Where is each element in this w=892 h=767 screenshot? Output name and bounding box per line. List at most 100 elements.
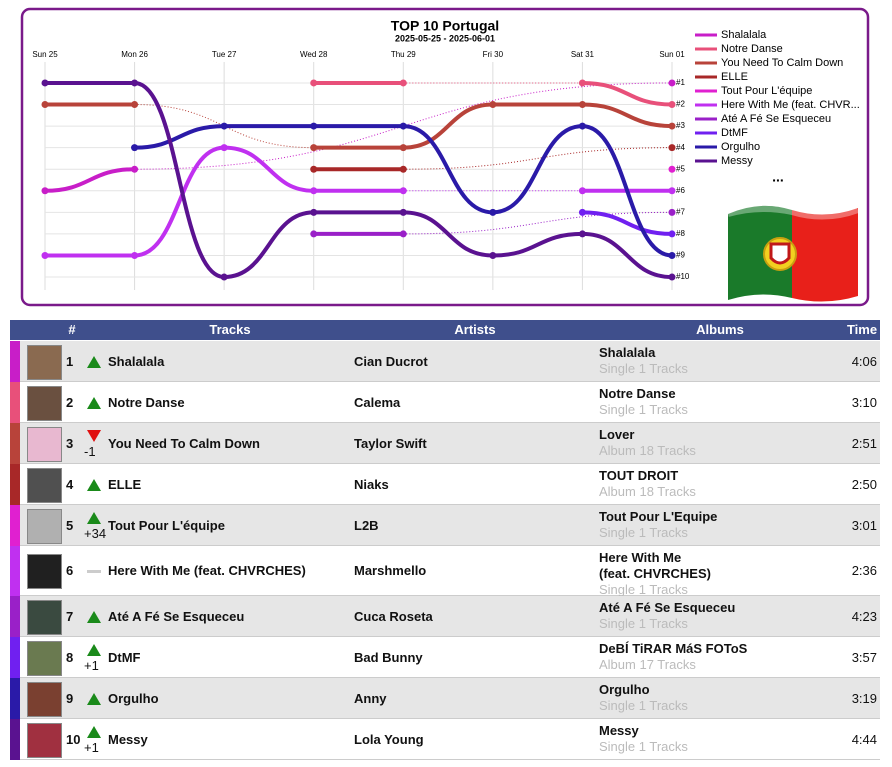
trend-up (87, 610, 101, 623)
rank: 3 (66, 435, 74, 451)
legend-label: Notre Danse (721, 43, 783, 55)
rank: 7 (66, 608, 74, 624)
rank-dot (41, 101, 49, 109)
time: 2:36 (851, 563, 877, 578)
y-tick-label: #4 (676, 143, 685, 152)
album-info: Single 1 Tracks (599, 402, 688, 417)
legend-label: ELLE (721, 71, 748, 83)
rank-dot (220, 144, 228, 152)
series-line (132, 124, 674, 258)
album-info: Single 1 Tracks (599, 525, 688, 540)
header-cell: # (68, 322, 76, 337)
row (10, 546, 880, 596)
trend-up (87, 643, 101, 656)
rank-dot (668, 144, 676, 152)
rank-dot (578, 101, 586, 109)
y-tick-label: #1 (676, 78, 685, 87)
artist: Marshmello (354, 563, 427, 578)
album: Shalalala (599, 345, 656, 360)
time: 4:23 (851, 608, 877, 624)
rank-dot (578, 187, 586, 195)
legend-label: Até A Fé Se Esqueceu (721, 113, 831, 125)
rank-dot (310, 122, 318, 130)
row (10, 423, 880, 464)
rank-dot (668, 122, 676, 130)
rank-dot (399, 208, 407, 216)
header-cell: Artists (454, 322, 496, 337)
rank-dot (131, 101, 139, 109)
rank: 2 (66, 394, 74, 410)
rank-dot (668, 208, 676, 216)
rank-dot (41, 251, 49, 259)
album: Here With Me (599, 550, 682, 565)
time: 2:50 (851, 476, 877, 492)
trend-up (87, 692, 101, 705)
artist: Cuca Roseta (354, 608, 433, 624)
legend-label: Tout Pour L'équipe (721, 85, 812, 97)
rank: 4 (66, 476, 74, 492)
tracks-table: # Tracks Artists Albums Time 1 Shalalala Cian D… (10, 320, 880, 762)
track: Here With Me (feat. CHVRCHES) (108, 563, 306, 578)
legend-label: Shalalala (721, 29, 767, 41)
row-color (10, 637, 20, 678)
chart-title: TOP 10 Portugal (391, 18, 499, 34)
rank-dot (489, 101, 497, 109)
flag (727, 205, 860, 302)
track: Orgulho (108, 690, 159, 706)
legend-label: You Need To Calm Down (721, 57, 843, 69)
thumbnail (27, 681, 62, 717)
rank-dot (578, 230, 586, 238)
y-tick-label: #9 (676, 251, 685, 260)
track: Até A Fé Se Esqueceu (108, 608, 245, 624)
x-tick-label: Sun 25 (32, 50, 58, 59)
rank-dot (131, 144, 139, 152)
rank-dot (668, 273, 676, 281)
rank: 1 (66, 353, 74, 369)
row (10, 637, 880, 678)
change: +1 (84, 657, 99, 673)
rank: 5 (66, 517, 74, 533)
thumbnail (27, 508, 62, 544)
change: +34 (84, 525, 107, 541)
row-color (10, 719, 20, 760)
change: -1 (84, 443, 96, 459)
x-tick-label: Sun 01 (659, 50, 685, 59)
time: 3:19 (851, 690, 877, 706)
row (10, 341, 880, 382)
rank-dot (399, 79, 407, 87)
row (10, 464, 880, 505)
row-color (10, 546, 20, 596)
album: Até A Fé Se Esqueceu (599, 600, 736, 615)
track: ELLE (108, 476, 142, 492)
row-color (10, 341, 20, 382)
time: 3:57 (851, 649, 877, 665)
y-tick-label: #10 (676, 272, 690, 281)
row-color (10, 464, 20, 505)
time: 4:06 (851, 353, 877, 369)
album: Lover (599, 427, 635, 442)
rank-dot (220, 273, 228, 281)
album: Messy (599, 723, 639, 738)
track: Shalalala (108, 353, 165, 369)
y-tick-label: #8 (676, 229, 685, 238)
header-cell: Tracks (209, 322, 251, 337)
header-cell: Time (846, 322, 878, 337)
rank-dot (399, 230, 407, 238)
rank-dot (668, 165, 676, 173)
rank-dot (489, 208, 497, 216)
thumbnail (27, 385, 62, 421)
y-tick-label: #3 (676, 121, 685, 130)
rank-dot (399, 187, 407, 195)
row-color (10, 678, 20, 719)
time: 2:51 (851, 435, 877, 451)
rank: 9 (66, 690, 74, 706)
trend-up (87, 355, 101, 368)
rank-dot (668, 187, 676, 195)
rank-dot (131, 79, 139, 87)
thumbnail (27, 426, 62, 462)
rank-dot (131, 165, 139, 173)
rank-dot (310, 144, 318, 152)
header-row (10, 320, 880, 340)
rank-dot (399, 165, 407, 173)
